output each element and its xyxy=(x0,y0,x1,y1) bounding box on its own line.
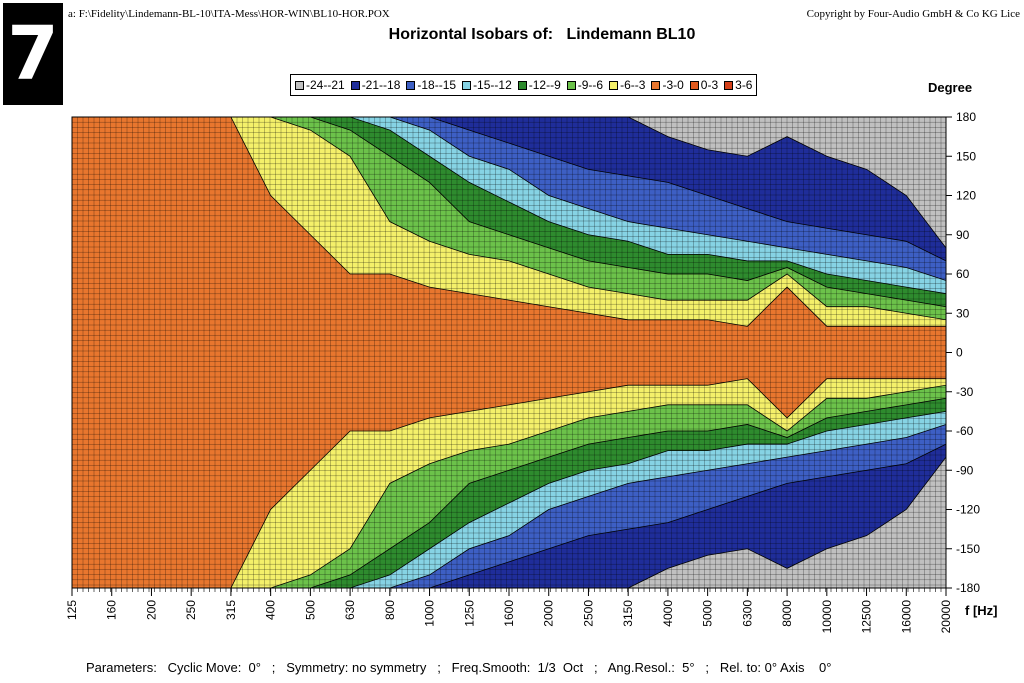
legend-item: 0-3 xyxy=(689,78,719,92)
x-tick-label: 12500 xyxy=(860,600,874,634)
x-tick-label: 160 xyxy=(105,600,119,620)
y-tick-label: 30 xyxy=(956,306,970,320)
x-tick-label: 1000 xyxy=(423,600,437,627)
legend-swatch xyxy=(609,80,619,90)
legend-item: -12--9 xyxy=(517,78,561,92)
legend-label: 3-6 xyxy=(735,78,753,92)
x-tick-label: 125 xyxy=(65,600,79,620)
x-tick-label: 6300 xyxy=(740,600,754,627)
y-tick-label: 180 xyxy=(956,110,976,124)
y-tick-label: -180 xyxy=(956,581,980,595)
y-tick-label: -90 xyxy=(956,463,974,477)
legend-label: 0-3 xyxy=(700,78,719,92)
y-tick-label: 90 xyxy=(956,228,970,242)
chart-title: Horizontal Isobars of: Lindemann BL10 xyxy=(0,26,1024,44)
legend-label: -3-0 xyxy=(662,78,684,92)
legend-label: -15--12 xyxy=(473,78,512,92)
legend-swatch xyxy=(406,80,416,90)
x-axis-label: f [Hz] xyxy=(965,603,998,618)
legend-item: -6--3 xyxy=(609,78,645,92)
x-tick-label: 1250 xyxy=(462,600,476,627)
x-tick-label: 3150 xyxy=(621,600,635,627)
x-tick-label: 5000 xyxy=(701,600,715,627)
y-tick-label: -120 xyxy=(956,503,980,517)
legend-swatch xyxy=(566,80,576,90)
x-tick-label: 2000 xyxy=(542,600,556,627)
y-tick-label: 120 xyxy=(956,189,976,203)
legend-label: -9--6 xyxy=(577,78,604,92)
chart-legend: -24--21 -21--18 -18--15 -15--12 -12--9 -9--6 -… xyxy=(290,74,758,96)
legend-item: -24--21 xyxy=(295,78,345,92)
legend-swatch xyxy=(462,80,472,90)
x-tick-label: 315 xyxy=(224,600,238,620)
y-axis-label: Degree xyxy=(928,80,973,95)
parameters-line: Parameters: Cyclic Move: 0° ; Symmetry: … xyxy=(86,660,832,675)
legend-swatch xyxy=(517,80,527,90)
x-tick-label: 1600 xyxy=(502,600,516,627)
legend-item: -9--6 xyxy=(566,78,604,92)
legend-label: -12--9 xyxy=(528,78,561,92)
legend-swatch xyxy=(350,80,360,90)
legend-item: -3-0 xyxy=(651,78,684,92)
y-tick-label: 60 xyxy=(956,267,970,281)
y-tick-label: 0 xyxy=(956,346,963,360)
y-tick-label: -60 xyxy=(956,424,974,438)
x-tick-label: 630 xyxy=(343,600,357,620)
legend-swatch xyxy=(724,80,734,90)
legend-swatch xyxy=(295,80,304,90)
legend-swatch xyxy=(651,80,661,90)
legend-label: -21--18 xyxy=(361,78,401,92)
x-tick-label: 400 xyxy=(264,600,278,620)
legend-swatch xyxy=(689,80,699,90)
x-tick-label: 4000 xyxy=(661,600,675,627)
y-tick-label: 150 xyxy=(956,149,976,163)
legend-item: 3-6 xyxy=(724,78,752,92)
copyright-notice: Copyright by Four-Audio GmbH & Co KG Lic… xyxy=(806,8,1020,20)
x-tick-label: 10000 xyxy=(820,600,834,634)
legend-label: -18--15 xyxy=(417,78,457,92)
legend-item: -18--15 xyxy=(406,78,456,92)
title-name: Lindemann BL10 xyxy=(566,26,696,43)
legend-label: -6--3 xyxy=(620,78,646,92)
legend-item: -21--18 xyxy=(350,78,401,92)
y-tick-label: -30 xyxy=(956,385,974,399)
legend-item: -15--12 xyxy=(462,78,512,92)
x-tick-label: 800 xyxy=(383,600,397,620)
x-tick-label: 8000 xyxy=(780,600,794,627)
x-tick-label: 20000 xyxy=(939,600,953,634)
file-path: a: F:\Fidelity\Lindemann-BL-10\ITA-Mess\… xyxy=(68,8,390,20)
slide-number-badge: 7 xyxy=(3,3,63,105)
x-tick-label: 16000 xyxy=(899,600,913,634)
y-tick-label: -150 xyxy=(956,542,980,556)
x-tick-label: 500 xyxy=(303,600,317,620)
legend-label: -24--21 xyxy=(306,78,345,92)
x-tick-label: 250 xyxy=(184,600,198,620)
x-tick-label: 2500 xyxy=(581,600,595,627)
x-tick-label: 200 xyxy=(144,600,158,620)
title-prefix: Horizontal Isobars of: xyxy=(388,26,554,43)
